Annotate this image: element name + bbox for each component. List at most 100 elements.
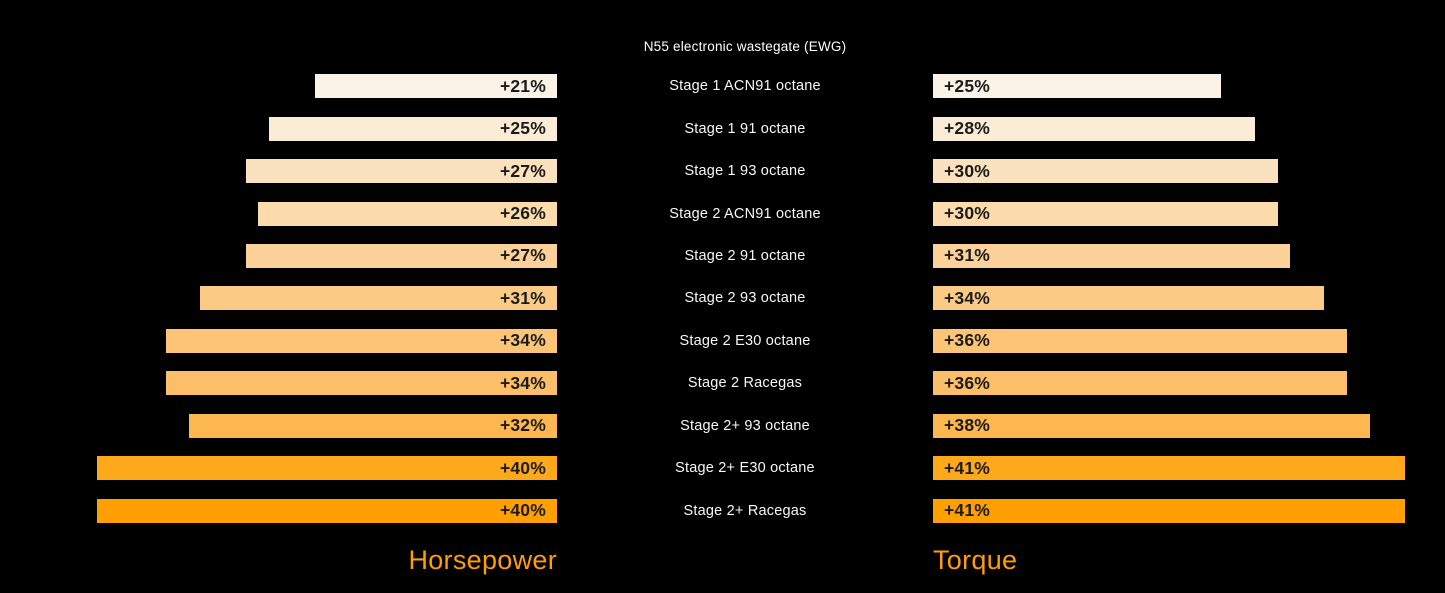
chart-row: +21% Stage 1 ACN91 octane +25% bbox=[0, 65, 1445, 107]
hp-cell: +21% bbox=[0, 65, 557, 107]
tq-cell: +38% bbox=[933, 405, 1445, 447]
category-cell: Stage 1 91 octane bbox=[557, 107, 933, 149]
category-cell: Stage 2 E30 octane bbox=[557, 320, 933, 362]
hp-bar: +25% bbox=[269, 116, 557, 141]
chart-row: +34% Stage 2 Racegas +36% bbox=[0, 362, 1445, 404]
hp-cell: +34% bbox=[0, 320, 557, 362]
hp-bar: +32% bbox=[188, 413, 557, 438]
hp-value-label: +27% bbox=[499, 245, 546, 266]
tq-value-label: +25% bbox=[944, 75, 991, 96]
hp-value-label: +21% bbox=[499, 75, 546, 96]
tq-bar: +30% bbox=[933, 159, 1279, 184]
category-label: Stage 2 E30 octane bbox=[679, 332, 811, 349]
category-label: Stage 2 Racegas bbox=[687, 375, 803, 392]
tq-bar: +25% bbox=[933, 74, 1221, 99]
tq-value-label: +41% bbox=[944, 500, 991, 521]
hp-cell: +25% bbox=[0, 107, 557, 149]
hp-cell: +27% bbox=[0, 150, 557, 192]
tq-cell: +36% bbox=[933, 320, 1445, 362]
hp-cell: +40% bbox=[0, 489, 557, 531]
category-label: Stage 2 ACN91 octane bbox=[669, 205, 821, 222]
category-label: Stage 2+ E30 octane bbox=[675, 460, 815, 477]
tq-cell: +36% bbox=[933, 362, 1445, 404]
hp-bar: +34% bbox=[165, 371, 557, 396]
axis-title-torque: Torque bbox=[933, 544, 1018, 575]
hp-cell: +31% bbox=[0, 277, 557, 319]
hp-value-label: +26% bbox=[499, 203, 546, 224]
hp-value-label: +31% bbox=[499, 287, 546, 308]
tq-cell: +25% bbox=[933, 65, 1445, 107]
chart-row: +40% Stage 2+ Racegas +41% bbox=[0, 489, 1445, 531]
tq-bar: +28% bbox=[933, 116, 1256, 141]
axis-title-horsepower: Horsepower bbox=[408, 544, 557, 575]
category-cell: Stage 1 ACN91 octane bbox=[557, 65, 933, 107]
hp-cell: +32% bbox=[0, 405, 557, 447]
category-label: Stage 1 93 octane bbox=[684, 163, 806, 180]
hp-bar: +40% bbox=[96, 456, 557, 481]
tq-bar: +41% bbox=[933, 498, 1405, 523]
chart-row: +34% Stage 2 E30 octane +36% bbox=[0, 320, 1445, 362]
chart-title: N55 electronic wastegate (EWG) bbox=[643, 39, 847, 54]
category-label: Stage 1 91 octane bbox=[684, 120, 806, 137]
hp-cell: +40% bbox=[0, 447, 557, 489]
tq-bar: +34% bbox=[933, 286, 1325, 311]
chart-row: +25% Stage 1 91 octane +28% bbox=[0, 107, 1445, 149]
rows: +21% Stage 1 ACN91 octane +25% +25% Stage 1 … bbox=[0, 65, 1445, 532]
tq-value-label: +28% bbox=[944, 118, 991, 139]
hp-value-label: +40% bbox=[499, 500, 546, 521]
hp-value-label: +25% bbox=[499, 118, 546, 139]
hp-cell: +26% bbox=[0, 192, 557, 234]
tq-cell: +41% bbox=[933, 447, 1445, 489]
chart-row: +31% Stage 2 93 octane +34% bbox=[0, 277, 1445, 319]
tq-value-label: +34% bbox=[944, 287, 991, 308]
tq-bar: +38% bbox=[933, 413, 1371, 438]
tq-bar: +41% bbox=[933, 456, 1405, 481]
tq-value-label: +31% bbox=[944, 245, 991, 266]
category-label: Stage 2 91 octane bbox=[684, 247, 806, 264]
hp-bar: +27% bbox=[246, 159, 557, 184]
chart-row: +27% Stage 2 91 octane +31% bbox=[0, 235, 1445, 277]
tq-cell: +41% bbox=[933, 489, 1445, 531]
chart-row: +32% Stage 2+ 93 octane +38% bbox=[0, 405, 1445, 447]
hp-value-label: +27% bbox=[499, 160, 546, 181]
category-label: Stage 2+ Racegas bbox=[683, 502, 807, 519]
axis-title-row: Horsepower Torque bbox=[0, 532, 1445, 576]
tq-cell: +28% bbox=[933, 107, 1445, 149]
tq-bar: +36% bbox=[933, 371, 1348, 396]
tq-value-label: +30% bbox=[944, 203, 991, 224]
category-cell: Stage 2 91 octane bbox=[557, 235, 933, 277]
tq-cell: +30% bbox=[933, 192, 1445, 234]
category-cell: Stage 2 93 octane bbox=[557, 277, 933, 319]
tq-value-label: +38% bbox=[944, 415, 991, 436]
category-cell: Stage 2 Racegas bbox=[557, 362, 933, 404]
hp-value-label: +34% bbox=[499, 372, 546, 393]
hp-bar: +21% bbox=[315, 74, 557, 99]
hp-value-label: +34% bbox=[499, 330, 546, 351]
hp-value-label: +32% bbox=[499, 415, 546, 436]
category-label: Stage 1 ACN91 octane bbox=[669, 78, 821, 95]
tq-value-label: +36% bbox=[944, 330, 991, 351]
hp-value-label: +40% bbox=[499, 457, 546, 478]
hp-bar: +27% bbox=[246, 243, 557, 268]
category-label: Stage 2 93 octane bbox=[684, 290, 806, 307]
title-row: N55 electronic wastegate (EWG) bbox=[0, 0, 1445, 65]
chart-row: +40% Stage 2+ E30 octane +41% bbox=[0, 447, 1445, 489]
tq-value-label: +36% bbox=[944, 372, 991, 393]
tq-value-label: +30% bbox=[944, 160, 991, 181]
chart-row: +26% Stage 2 ACN91 octane +30% bbox=[0, 192, 1445, 234]
category-cell: Stage 1 93 octane bbox=[557, 150, 933, 192]
tq-bar: +36% bbox=[933, 328, 1348, 353]
tq-value-label: +41% bbox=[944, 457, 991, 478]
tq-cell: +31% bbox=[933, 235, 1445, 277]
tq-bar: +30% bbox=[933, 201, 1279, 226]
tq-bar: +31% bbox=[933, 243, 1290, 268]
category-cell: Stage 2 ACN91 octane bbox=[557, 192, 933, 234]
chart-row: +27% Stage 1 93 octane +30% bbox=[0, 150, 1445, 192]
hp-bar: +40% bbox=[96, 498, 557, 523]
tq-cell: +34% bbox=[933, 277, 1445, 319]
category-cell: Stage 2+ 93 octane bbox=[557, 405, 933, 447]
hp-bar: +26% bbox=[257, 201, 557, 226]
hp-cell: +27% bbox=[0, 235, 557, 277]
category-cell: Stage 2+ Racegas bbox=[557, 489, 933, 531]
